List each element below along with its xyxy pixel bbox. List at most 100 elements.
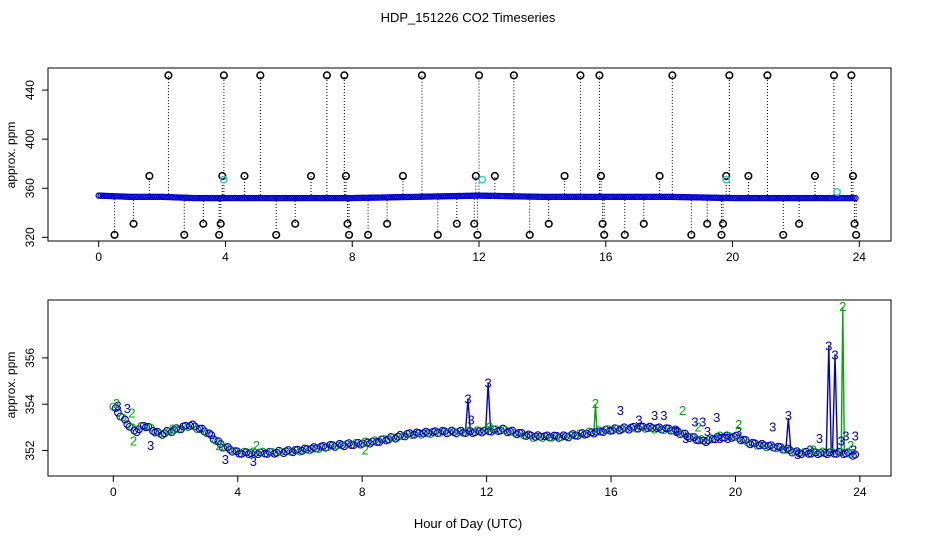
top-outlier-point	[576, 71, 585, 80]
top-y-tick-label: 400	[23, 129, 37, 149]
bottom-x-tick-label: 4	[234, 485, 241, 499]
bottom-curve-point	[734, 434, 743, 443]
bottom-curve-point	[109, 402, 118, 411]
bottom-series1-label: 3	[852, 429, 859, 444]
bottom-curve-point	[139, 421, 148, 430]
top-baseline-point	[852, 194, 859, 202]
bottom-series2-label: 2	[169, 422, 176, 437]
top-cyan-point	[722, 175, 731, 184]
top-outlier-point	[509, 71, 518, 80]
bottom-series2-label: 2	[695, 419, 702, 434]
top-outlier-point	[596, 171, 606, 181]
bottom-curve-point	[118, 413, 127, 422]
bottom-y-tick-label: 356	[23, 348, 37, 368]
top-outlier-point	[433, 230, 442, 239]
top-outlier-point	[600, 230, 609, 239]
top-outlier-point	[219, 71, 228, 80]
top-outlier-point	[218, 171, 227, 181]
bottom-curve-point	[200, 427, 209, 436]
top-x-tick-label: 12	[472, 250, 486, 264]
top-outlier-point	[340, 71, 349, 80]
top-y-tick-label: 320	[23, 227, 37, 247]
bottom-curve-point	[226, 445, 234, 454]
top-outlier-point	[847, 71, 856, 80]
top-outlier-point	[668, 71, 677, 80]
top-x-tick-label: 8	[349, 250, 356, 264]
top-outlier-point	[470, 219, 479, 228]
bottom-curve-point	[207, 431, 216, 440]
top-outlier-point	[829, 71, 839, 80]
bottom-curve-point	[701, 438, 710, 447]
top-outlier-point	[525, 230, 534, 239]
bottom-series1-label: 3	[831, 348, 838, 363]
bottom-x-tick-label: 16	[604, 485, 618, 499]
top-outlier-point	[129, 219, 138, 228]
x-axis-label: Hour of Day (UTC)	[414, 516, 522, 531]
top-outlier-point	[199, 219, 208, 228]
bottom-series1-label: 3	[842, 429, 849, 444]
bottom-curve-point	[846, 450, 855, 458]
top-outlier-point	[744, 171, 753, 181]
top-outlier-point	[544, 219, 553, 228]
bottom-series1-label: 3	[114, 399, 121, 414]
top-outlier-point	[240, 171, 249, 181]
bottom-series1-label: 3	[716, 431, 723, 446]
bottom-curve-point	[711, 435, 720, 444]
top-outlier-point	[598, 219, 607, 228]
bottom-curve-point	[851, 450, 860, 459]
bottom-series1-label: 3	[467, 412, 474, 427]
bottom-series1-spike	[785, 418, 792, 451]
bottom-curve-point	[167, 428, 176, 437]
bottom-series1-label: 3	[691, 415, 698, 430]
bottom-series1-label: 3	[464, 392, 471, 407]
bottom-series2-label: 2	[679, 403, 686, 418]
bottom-curve-point	[571, 431, 580, 440]
bottom-curve-point	[671, 425, 680, 434]
top-outlier-point	[343, 219, 352, 228]
bottom-curve-point	[114, 408, 122, 417]
top-outlier-point	[595, 71, 604, 80]
top-outlier-point	[215, 230, 224, 239]
top-outlier-point	[655, 171, 664, 181]
top-outlier-point	[810, 171, 819, 181]
top-plot-frame	[47, 67, 892, 242]
top-outlier-point	[471, 171, 480, 181]
bottom-curve-point	[391, 434, 400, 443]
bottom-series1-spike	[484, 383, 492, 431]
top-cyan-point	[219, 175, 228, 184]
bottom-y-tick-label: 354	[23, 394, 37, 414]
top-cyan-point	[833, 187, 842, 196]
top-outlier-point	[216, 219, 225, 228]
bottom-curve-point	[373, 438, 381, 446]
bottom-series1-label: 3	[838, 433, 845, 448]
top-outlier-point	[560, 171, 569, 181]
bottom-curve-point	[205, 429, 213, 438]
top-y-tick-label: 360	[23, 178, 37, 198]
bottom-series2-label: 2	[113, 396, 120, 411]
top-outlier-point	[180, 230, 189, 239]
bottom-series1-label: 3	[769, 419, 776, 434]
bottom-series2-label: 2	[592, 396, 599, 411]
figure-title: HDP_151226 CO2 Timeseries	[381, 10, 556, 25]
bottom-series2-label: 2	[847, 438, 854, 453]
top-marks	[95, 71, 861, 239]
top-outlier-point	[725, 71, 734, 80]
bottom-series1-label: 3	[635, 412, 642, 427]
bottom-series2-label: 2	[362, 443, 369, 458]
bottom-x-tick-label: 24	[853, 485, 867, 499]
bottom-curve-point	[223, 442, 232, 451]
bottom-axes: 0 4 8 12 16 20 24 352 354 356	[23, 348, 867, 499]
bottom-x-tick-label: 20	[729, 485, 743, 499]
bottom-series1-label: 3	[704, 424, 711, 439]
top-outlier-point	[473, 230, 482, 239]
bottom-x-tick-label: 0	[110, 485, 117, 499]
top-outlier-point	[639, 219, 648, 228]
top-outlier-point	[452, 219, 461, 228]
bottom-series1-label: 3	[816, 431, 823, 446]
top-outlier-point	[717, 230, 726, 239]
bottom-series1-label: 3	[850, 443, 857, 458]
bottom-series1-spike	[825, 346, 832, 453]
bottom-series1-label: 3	[673, 424, 680, 439]
bottom-series1-label: 3	[222, 452, 229, 467]
